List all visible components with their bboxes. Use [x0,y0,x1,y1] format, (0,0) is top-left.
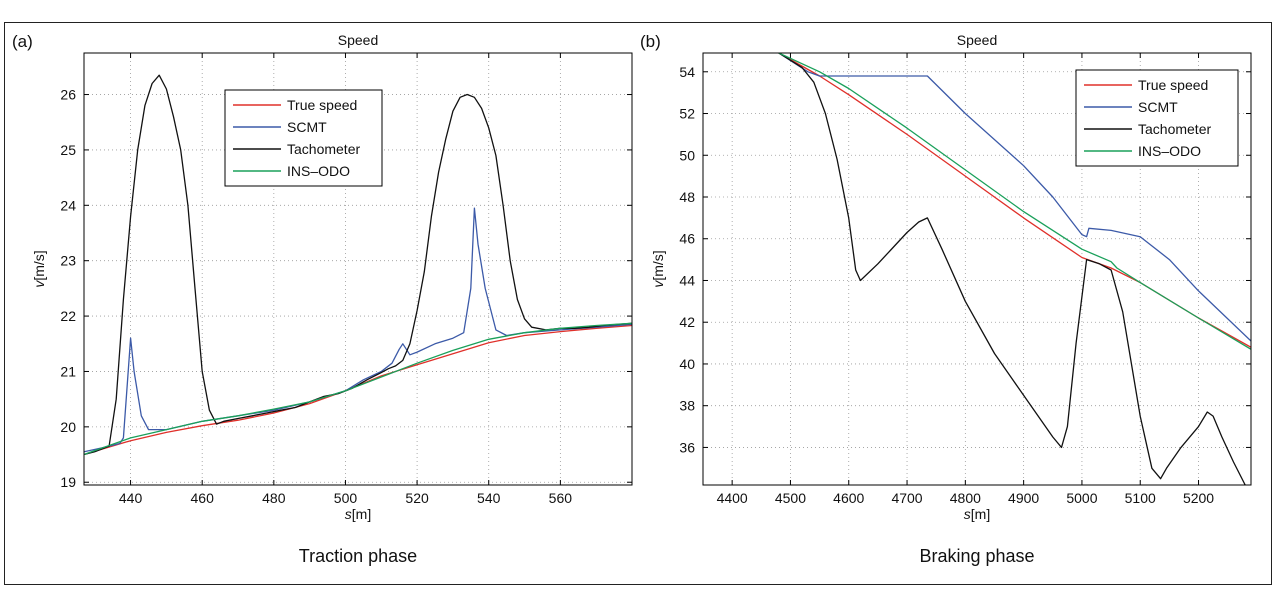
y-tick-label: 44 [679,272,695,288]
figure-frame [4,22,1272,585]
y-tick-label: 40 [679,356,695,372]
x-tick-label: 4600 [833,490,864,506]
y-axis-label: v[m/s] [31,250,47,287]
legend-label: SCMT [1138,99,1178,115]
y-tick-label: 52 [679,106,695,122]
y-tick-label: 48 [679,189,695,205]
y-tick-label: 50 [679,147,695,163]
panel-label: (b) [640,32,661,51]
x-tick-label: 5200 [1183,490,1214,506]
legend-label: Tachometer [1138,121,1211,137]
panel-caption: Traction phase [299,546,417,566]
y-tick-label: 19 [60,474,76,490]
x-tick-label: 5000 [1066,490,1097,506]
x-tick-label: 480 [262,490,286,506]
x-tick-label: 4900 [1008,490,1039,506]
y-tick-label: 24 [60,197,76,213]
x-axis-label: s[m] [964,506,990,522]
x-axis-label: s[m] [345,506,371,522]
x-tick-label: 460 [191,490,215,506]
y-tick-label: 21 [60,363,76,379]
y-tick-label: 23 [60,253,76,269]
legend-label: INS–ODO [1138,143,1201,159]
plot-border [83,52,633,486]
chart-panel-1: 4400 4500 4600 4700 4800 4900 5000 5100 5200 36 38… [640,32,1252,566]
x-tick-label: 520 [405,490,429,506]
y-tick-label: 42 [679,314,695,330]
y-tick-label: 25 [60,142,76,158]
legend-label: SCMT [287,119,327,135]
legend-box [224,89,383,187]
x-tick-label: 4800 [950,490,981,506]
chart-title: Speed [338,32,378,48]
legend-label: INS–ODO [287,163,350,179]
x-tick-label: 500 [334,490,358,506]
y-tick-label: 36 [679,439,695,455]
plot-border [702,52,1252,486]
y-tick-label: 38 [679,398,695,414]
chart-panel-0: 440 460 480 500 520 540 560 19 20 21 22 23 24 25 26 Spe… [12,32,633,566]
y-tick-label: 26 [60,87,76,103]
series-line-tachometer [84,74,632,456]
x-tick-label: 560 [549,490,573,506]
y-tick-label: 54 [679,64,695,80]
x-tick-label: 4700 [891,490,922,506]
x-tick-label: 540 [477,490,501,506]
y-tick-label: 20 [60,419,76,435]
series-line-scmt [84,207,632,453]
panel-label: (a) [12,32,33,51]
legend-label: True speed [1138,77,1208,93]
legend-box [1075,69,1239,167]
series-line-ins-odo [84,322,632,456]
y-tick-label: 46 [679,231,695,247]
panel-caption: Braking phase [919,546,1034,566]
series-line-tachometer [778,53,1246,485]
x-tick-label: 5100 [1125,490,1156,506]
y-axis-label: v[m/s] [650,250,666,287]
legend-label: True speed [287,97,357,113]
series-line-scmt [778,53,1251,342]
x-tick-label: 4400 [717,490,748,506]
y-tick-label: 22 [60,308,76,324]
x-tick-label: 440 [119,490,143,506]
series-line-ins-odo [778,53,1251,350]
x-tick-label: 4500 [775,490,806,506]
legend-label: Tachometer [287,141,360,157]
chart-title: Speed [957,32,997,48]
